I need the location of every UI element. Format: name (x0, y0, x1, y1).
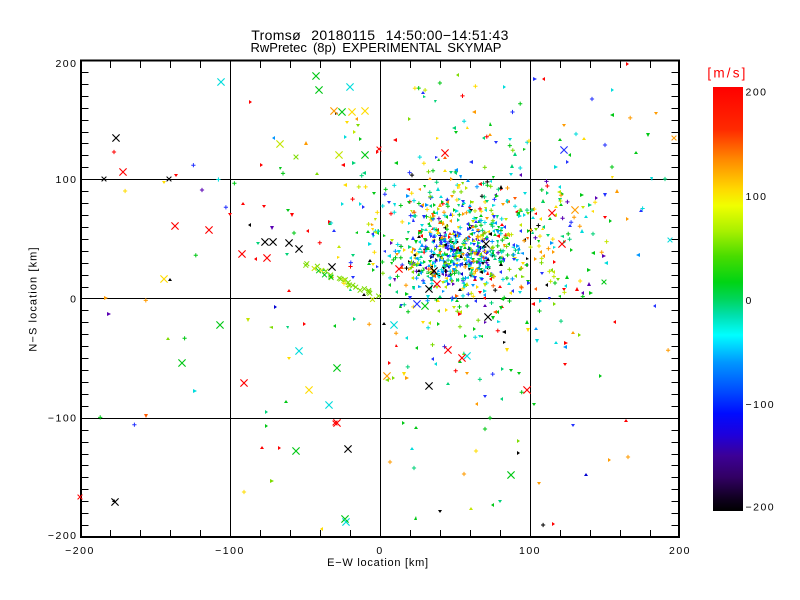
svg-text:−100: −100 (746, 399, 776, 411)
svg-text:100: 100 (519, 545, 541, 557)
svg-text:−200: −200 (48, 530, 78, 542)
svg-text:Tromsø 20180115 14:50:00−14:51: Tromsø 20180115 14:50:00−14:51:43 (251, 27, 508, 43)
svg-text:−200: −200 (65, 545, 95, 557)
svg-text:E−W location [km]: E−W location [km] (327, 557, 429, 569)
svg-text:N−S location [km]: N−S location [km] (28, 246, 40, 351)
svg-text:−100: −100 (48, 413, 78, 425)
svg-text:100: 100 (746, 191, 768, 203)
svg-text:−100: −100 (215, 545, 245, 557)
svg-text:0: 0 (70, 293, 77, 305)
svg-text:200: 200 (746, 87, 768, 99)
svg-text:[m/s]: [m/s] (707, 66, 747, 81)
svg-text:200: 200 (669, 545, 691, 557)
svg-text:100: 100 (55, 174, 77, 186)
svg-text:RwPretec (8p) EXPERIMENTAL SKY: RwPretec (8p) EXPERIMENTAL SKYMAP (251, 40, 502, 55)
svg-text:200: 200 (55, 58, 77, 70)
svg-text:−200: −200 (746, 502, 776, 514)
svg-text:0: 0 (376, 545, 383, 557)
svg-text:0: 0 (746, 295, 753, 307)
